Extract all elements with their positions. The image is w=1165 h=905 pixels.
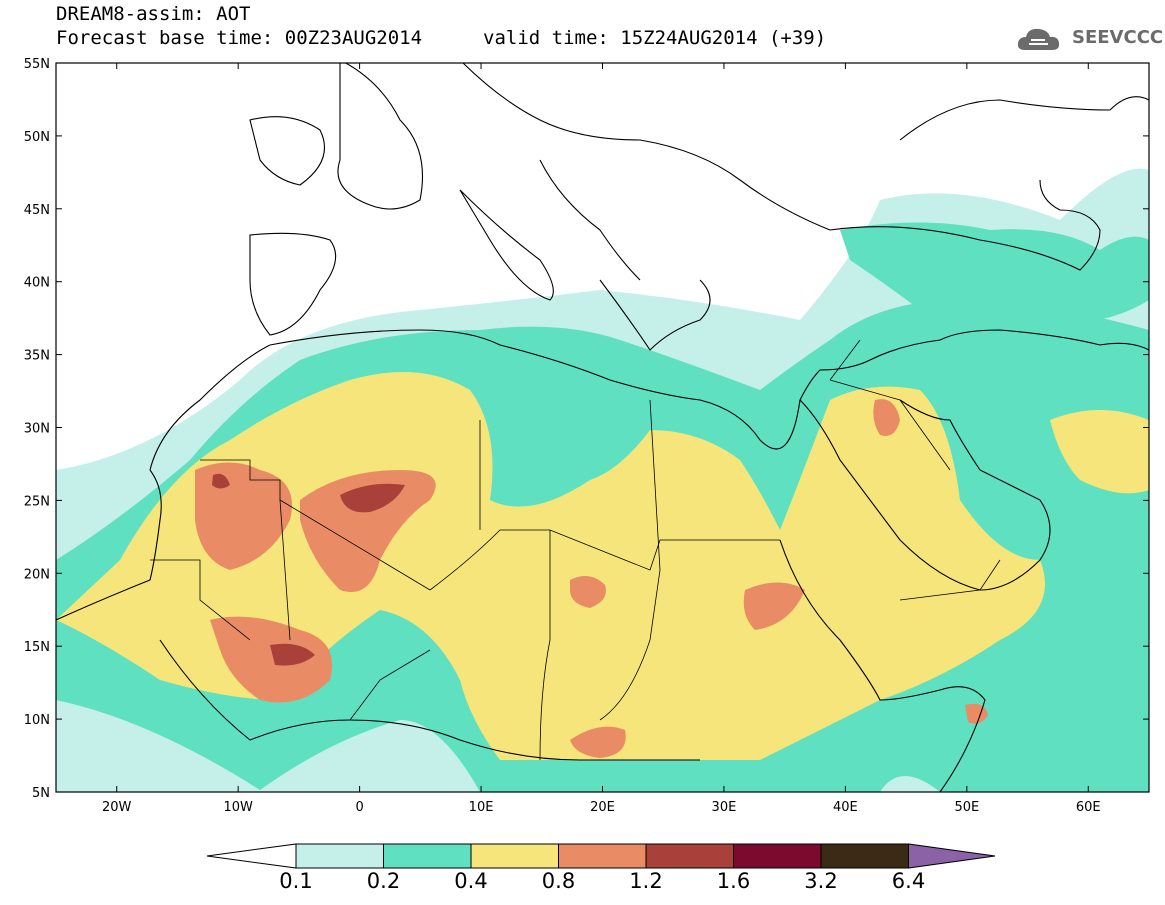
- lat-label-20N: 20N: [24, 567, 50, 582]
- lon-label-50E: 50E: [954, 800, 979, 815]
- lat-label-35N: 35N: [24, 349, 50, 364]
- aot-field: [56, 168, 1149, 792]
- country-borders: [150, 339, 1001, 761]
- aot-band-0.8-chad: [570, 576, 606, 608]
- lat-label-55N: 55N: [24, 57, 50, 72]
- lat-label-25N: 25N: [24, 494, 50, 509]
- lon-label-20W: 20W: [102, 800, 132, 815]
- colorbar-low-arrow: [206, 843, 297, 869]
- aot-band-0.2-caspian: [840, 222, 1149, 324]
- forecast-base-time: Forecast base time: 00Z23AUG2014: [56, 27, 423, 49]
- seevccc-logo: SEEVCCC: [1072, 27, 1164, 48]
- colorbar-label: 0.2: [366, 869, 401, 893]
- aot-band-1.2-mali: [270, 643, 315, 666]
- colorbar-segment: [470, 843, 559, 869]
- lat-label-40N: 40N: [24, 276, 50, 291]
- colorbar-label: 0.1: [279, 869, 313, 893]
- lon-label-10W: 10W: [223, 800, 253, 815]
- aot-band-0.8-sahara: [300, 470, 436, 592]
- colorbar-segment: [383, 843, 472, 869]
- aot-band-0.8-car: [570, 726, 626, 758]
- lon-label-0: 0: [355, 800, 363, 815]
- aot-band-1.2-west: [212, 473, 230, 489]
- colorbar-segment: [820, 843, 909, 869]
- colorbar-segment: [645, 843, 734, 869]
- lon-label-10E: 10E: [469, 800, 494, 815]
- lat-label-30N: 30N: [24, 422, 50, 437]
- lat-label-5N: 5N: [32, 786, 50, 801]
- colorbar-segment: [733, 843, 822, 869]
- aot-band-0.8-iraq: [873, 399, 900, 436]
- aot-band-0.8-west: [195, 462, 292, 570]
- cloud-icon: [1017, 28, 1060, 50]
- lat-label-45N: 45N: [24, 203, 50, 218]
- lon-label-30E: 30E: [712, 800, 737, 815]
- aot-band-0.4-east: [1050, 410, 1149, 494]
- lat-label-10N: 10N: [24, 713, 50, 728]
- colorbar-label: 1.6: [716, 869, 751, 893]
- colorbar-label: 0.8: [541, 869, 576, 893]
- aot-band-0.8-mali: [210, 616, 332, 703]
- lon-label-60E: 60E: [1076, 800, 1101, 815]
- lat-label-50N: 50N: [24, 130, 50, 145]
- aot-band-0.8-sudan: [743, 582, 805, 630]
- colorbar-high-arrow: [908, 843, 996, 869]
- longitude-ticks: 20W 10W 0 10E 20E 30E 40E 50E 60E: [102, 63, 1101, 815]
- lon-label-20E: 20E: [590, 800, 615, 815]
- map-title: DREAM8-assim: AOT: [56, 3, 251, 25]
- valid-time: valid time: 15Z24AUG2014 (+39): [483, 27, 827, 49]
- colorbar-label: 1.2: [629, 869, 663, 893]
- coastlines: [56, 63, 1149, 792]
- lon-label-40E: 40E: [833, 800, 858, 815]
- aot-band-1.2-algeria: [340, 483, 405, 513]
- colorbar-label: 3.2: [804, 869, 838, 893]
- lat-label-15N: 15N: [24, 640, 50, 655]
- colorbar-label: 6.4: [891, 869, 926, 893]
- latitude-ticks: 55N 50N 45N 40N 35N 30N 25N 20N 15N 10N 5N: [24, 57, 1149, 801]
- colorbar-label: 0.4: [454, 869, 488, 893]
- colorbar-segment: [295, 843, 384, 869]
- colorbar-segment: [558, 843, 647, 869]
